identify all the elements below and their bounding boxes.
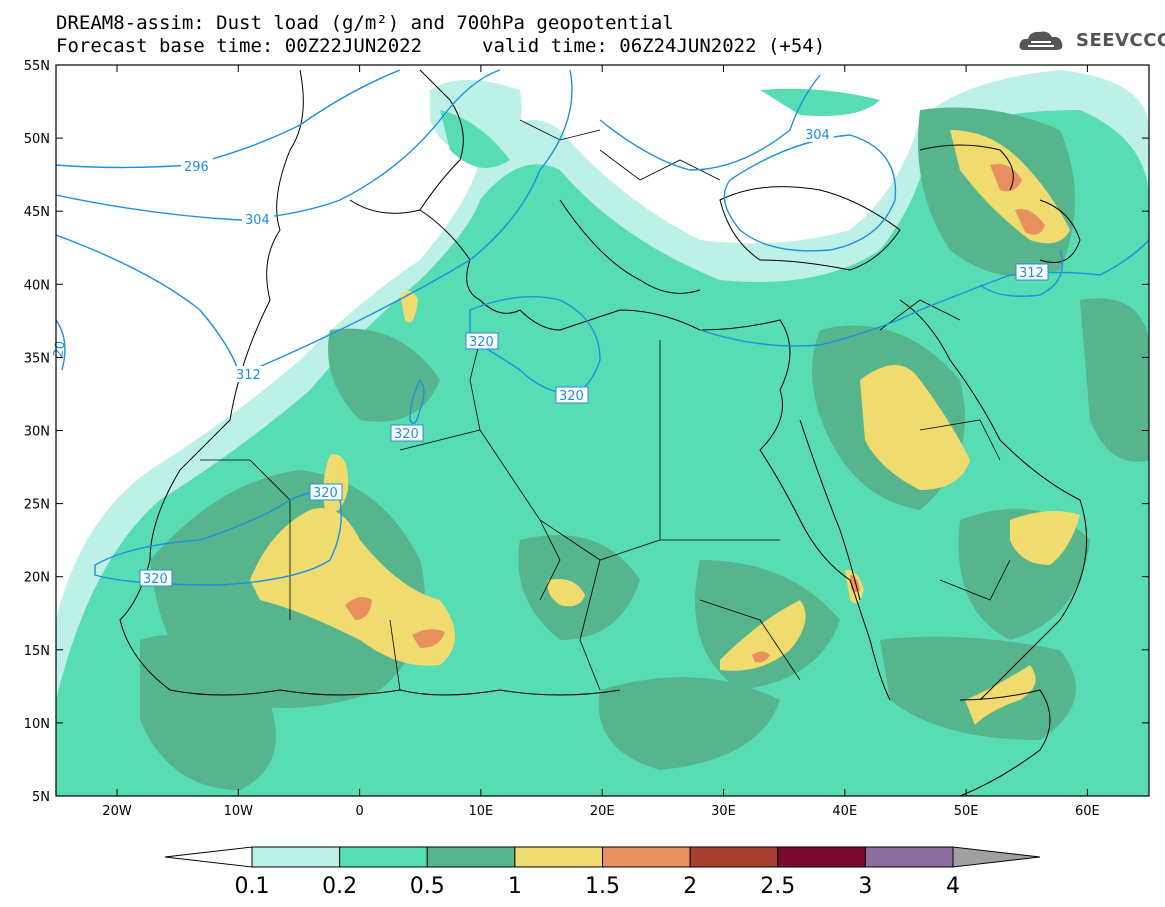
contour-label: 20 xyxy=(51,340,69,359)
lat-tick-label: 5N xyxy=(32,790,50,805)
contour-label: 320 xyxy=(390,424,424,442)
svg-text:320: 320 xyxy=(469,335,494,350)
lat-tick-label: 45N xyxy=(24,205,50,220)
lon-tick-label: 20W xyxy=(102,804,132,819)
colorbar-segment xyxy=(602,846,691,868)
logo-text: SEEVCCC xyxy=(1076,30,1165,51)
lat-tick-label: 50N xyxy=(24,132,50,147)
lat-tick-label: 35N xyxy=(24,351,50,366)
dust-level-1.5 xyxy=(345,164,1045,663)
svg-text:320: 320 xyxy=(313,486,338,501)
contour-label: 304 xyxy=(242,211,274,228)
colorbar-tick-label: 1.5 xyxy=(585,874,620,899)
svg-text:20: 20 xyxy=(51,340,69,359)
contour-label: 320 xyxy=(139,569,173,587)
contour-label: 304 xyxy=(802,126,834,143)
colorbar-tick-label: 0.2 xyxy=(322,874,357,899)
colorbar-segment xyxy=(689,846,779,868)
svg-text:320: 320 xyxy=(143,572,168,587)
lon-tick-label: 10E xyxy=(469,804,494,819)
svg-text:304: 304 xyxy=(245,213,270,228)
valid-time: valid time: 06Z24JUN2022 (+54) xyxy=(482,35,826,57)
lat-tick-label: 30N xyxy=(24,425,50,440)
colorbar-segment xyxy=(514,846,603,868)
colorbar-tick-label: 2.5 xyxy=(760,874,795,899)
contour-label: 312 xyxy=(233,366,265,383)
colorbar-tick-label: 0.1 xyxy=(235,874,270,899)
colorbar-low-triangle xyxy=(164,846,253,868)
colorbar-segment xyxy=(864,846,954,868)
colorbar-tick-label: 3 xyxy=(858,874,872,899)
colorbar-tick-label: 1 xyxy=(508,874,522,899)
forecast-base-time: Forecast base time: 00Z22JUN2022 xyxy=(56,35,423,57)
lon-tick-label: 30E xyxy=(711,804,736,819)
lat-tick-label: 10N xyxy=(24,717,50,732)
lat-tick-label: 20N xyxy=(24,571,50,586)
contour-labels: 296 304 304 312 312 320 320 320 320 320 … xyxy=(51,126,1049,587)
lon-tick-label: 10W xyxy=(224,804,254,819)
contour-label: 296 xyxy=(181,158,213,175)
svg-text:296: 296 xyxy=(184,160,209,175)
lon-tick-label: 20E xyxy=(590,804,615,819)
colorbar-tick-label: 2 xyxy=(683,874,697,899)
colorbar-high-triangle xyxy=(952,846,1041,868)
cloud-logo-icon xyxy=(1019,31,1063,50)
lon-tick-label: 60E xyxy=(1075,804,1100,819)
colorbar-segment xyxy=(251,846,341,868)
map-title: DREAM8-assim: Dust load (g/m²) and 700hP… xyxy=(56,12,674,34)
svg-text:312: 312 xyxy=(1019,266,1044,281)
colorbar-tick-label: 0.5 xyxy=(410,874,445,899)
contour-label: 320 xyxy=(465,332,499,350)
colorbar-segment xyxy=(426,846,516,868)
map-area xyxy=(56,65,1149,796)
svg-text:320: 320 xyxy=(559,389,584,404)
colorbar-tick-label: 4 xyxy=(946,874,960,899)
colorbar: 0.1 0.2 0.5 1 1.5 2 2.5 3 4 xyxy=(164,846,1041,899)
contour-label: 320 xyxy=(309,483,343,501)
svg-text:304: 304 xyxy=(805,128,830,143)
lon-tick-label: 50E xyxy=(954,804,979,819)
lat-tick-label: 25N xyxy=(24,498,50,513)
longitude-axis: 20W 10W 0 10E 20E 30E 40E 50E 60E xyxy=(102,65,1100,819)
colorbar-segment xyxy=(777,846,866,868)
contour-label: 320 xyxy=(555,386,589,404)
contour-label: 312 xyxy=(1015,263,1049,281)
colorbar-segment xyxy=(339,846,428,868)
lon-tick-label: 0 xyxy=(355,804,363,819)
svg-text:312: 312 xyxy=(236,368,261,383)
geopotential-contours xyxy=(56,69,1149,586)
lat-tick-label: 40N xyxy=(24,278,50,293)
lat-tick-label: 55N xyxy=(24,59,50,74)
lat-tick-label: 15N xyxy=(24,644,50,659)
latitude-axis: 55N 50N 45N 40N 35N 30N 25N 20N 15N 10N 5N xyxy=(24,59,1149,805)
svg-text:320: 320 xyxy=(394,427,419,442)
lon-tick-label: 40E xyxy=(832,804,857,819)
